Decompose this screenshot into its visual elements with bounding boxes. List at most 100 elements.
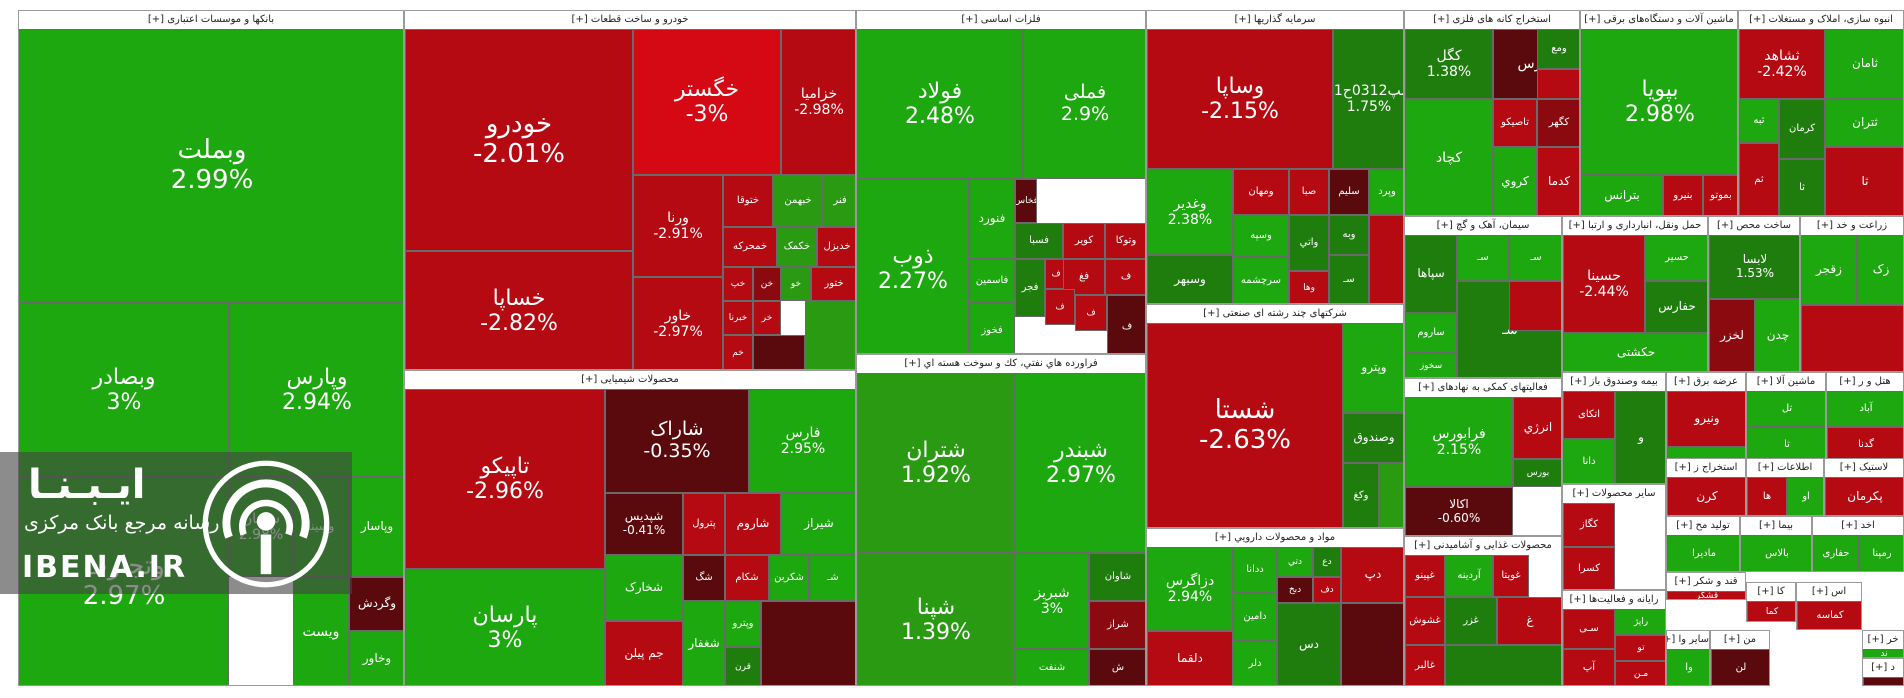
sector-title[interactable]: رایانه و فعالیت‌ها [+] — [1563, 591, 1665, 609]
stock-tile[interactable]: مادیرا — [1667, 535, 1739, 571]
stock-tile[interactable]: خزامیا -2.98% — [781, 29, 855, 175]
stock-tile[interactable]: کماسه — [1797, 601, 1861, 629]
sector-title[interactable]: سیمان، آهک و گچ [+] — [1405, 217, 1561, 235]
stock-tile[interactable]: گدنا — [1827, 427, 1903, 461]
stock-tile[interactable]: سپ0312ح011.75% — [1333, 29, 1403, 169]
stock-tile[interactable]: غویتا — [1493, 555, 1529, 597]
stock-tile[interactable]: پترول — [683, 493, 725, 555]
stock-tile[interactable] — [805, 301, 855, 369]
stock-tile[interactable]: حکشتی — [1563, 333, 1707, 371]
sector-title[interactable]: ماشین آلا [+] — [1747, 373, 1825, 391]
stock-tile[interactable]: فجر — [1015, 259, 1045, 317]
stock-tile[interactable]: ثا — [1779, 159, 1825, 215]
stock-tile[interactable]: وصندوق — [1343, 413, 1403, 463]
sector-title[interactable]: کا [+] — [1747, 583, 1795, 601]
sector-title[interactable]: بیمه وصندوق باز [+] — [1563, 373, 1665, 391]
stock-tile[interactable]: شغفار — [683, 601, 725, 685]
stock-tile[interactable]: وخاور — [349, 631, 403, 685]
stock-tile[interactable]: کدما — [1537, 147, 1579, 215]
stock-tile[interactable]: کروي — [1493, 147, 1537, 215]
stock-tile[interactable]: وبصادر 3% — [19, 303, 229, 477]
sector-title[interactable]: اس [+] — [1797, 583, 1861, 601]
stock-tile[interactable]: حفاری — [1813, 535, 1859, 571]
stock-tile[interactable] — [1379, 463, 1403, 527]
stock-tile[interactable]: صبا — [1289, 169, 1329, 215]
stock-tile[interactable]: بموتو — [1703, 175, 1737, 215]
stock-tile[interactable]: غالبر — [1405, 645, 1445, 685]
stock-tile[interactable]: وها — [1289, 271, 1329, 303]
stock-tile[interactable]: شستا -2.63% — [1147, 323, 1343, 527]
stock-tile[interactable]: کرمان — [1779, 99, 1825, 159]
stock-tile[interactable]: ومع — [1537, 29, 1579, 69]
sector-title[interactable]: هتل و ر [+] — [1827, 373, 1903, 391]
stock-tile[interactable]: لن — [1711, 649, 1769, 685]
stock-tile[interactable]: غپینو — [1405, 555, 1445, 597]
stock-tile[interactable]: شنفت — [1015, 649, 1089, 685]
stock-tile[interactable]: ساروم — [1405, 313, 1457, 353]
stock-tile[interactable]: بورس — [1513, 459, 1561, 487]
stock-tile[interactable]: وسبهر — [1147, 255, 1233, 303]
stock-tile[interactable]: فارس 2.95% — [749, 389, 855, 493]
stock-tile[interactable]: وگردش — [349, 577, 403, 631]
stock-tile[interactable]: دپ — [1341, 547, 1403, 603]
sector-title[interactable]: ماشین آلات و دستگاه‌های برقی [+] — [1581, 11, 1737, 29]
stock-tile[interactable]: خدیزل — [817, 227, 855, 267]
stock-tile[interactable]: مـن — [1615, 661, 1665, 685]
sector-title[interactable]: مواد و محصولات دارويي [+] — [1147, 529, 1403, 547]
stock-tile[interactable]: دزاگرس 2.94% — [1147, 547, 1233, 631]
sector-title[interactable]: محصولات شیمیایی [+] — [405, 371, 855, 389]
stock-tile[interactable]: خر — [753, 301, 781, 335]
stock-tile[interactable]: تاپیکو -2.96% — [405, 389, 605, 569]
stock-tile[interactable]: دلقما — [1147, 631, 1233, 685]
stock-tile[interactable]: تو — [1615, 635, 1665, 661]
stock-tile[interactable]: فولاد 2.48% — [857, 29, 1023, 179]
stock-tile[interactable]: شبندر 2.97% — [1015, 373, 1145, 553]
stock-tile[interactable]: آباد — [1827, 391, 1903, 427]
stock-tile[interactable]: تل — [1747, 391, 1825, 427]
stock-tile[interactable]: ونیرو — [1667, 391, 1745, 447]
sector-title[interactable]: شرکتهای چند رشته ای صنعتی [+] — [1147, 305, 1403, 323]
stock-tile[interactable]: فنورد — [969, 179, 1015, 259]
stock-tile[interactable]: لابسا 1.53% — [1709, 235, 1799, 299]
sector-title[interactable]: فعالیتهای کمکی به نهادهای [+] — [1405, 379, 1561, 397]
sector-title[interactable]: د [+] — [1863, 659, 1903, 677]
stock-tile[interactable]: آردینه — [1445, 555, 1493, 597]
stock-tile[interactable]: سـ — [1329, 255, 1369, 303]
sector-title[interactable]: زراعت و خد [+] — [1801, 217, 1903, 235]
stock-tile[interactable]: پارسان 3% — [405, 569, 605, 685]
stock-tile[interactable]: شکربن — [769, 555, 809, 601]
stock-tile[interactable] — [1369, 215, 1403, 303]
stock-tile[interactable]: وکغ — [1343, 463, 1379, 527]
stock-tile[interactable]: بنیرو — [1663, 175, 1703, 215]
stock-tile[interactable]: حسیر — [1645, 235, 1707, 281]
stock-tile[interactable]: خپ — [723, 267, 753, 301]
sector-title[interactable]: من [+] — [1711, 631, 1769, 649]
stock-tile[interactable]: شاوان — [1089, 553, 1145, 601]
stock-tile[interactable]: شکام — [725, 555, 769, 601]
stock-tile[interactable]: کگل 1.38% — [1405, 29, 1493, 99]
stock-tile[interactable]: سـ — [1509, 235, 1561, 281]
stock-tile[interactable]: شپدیس -0.41% — [605, 493, 683, 555]
stock-tile[interactable]: وپترو — [725, 601, 761, 647]
stock-tile[interactable]: ش — [1089, 649, 1145, 685]
stock-tile[interactable]: شاراک -0.35% — [605, 389, 749, 493]
stock-tile[interactable]: تا — [1747, 427, 1825, 461]
stock-tile[interactable]: ختور — [811, 267, 855, 301]
stock-tile[interactable]: وبملت 2.99% — [19, 29, 403, 303]
stock-tile[interactable] — [753, 335, 805, 369]
stock-tile[interactable]: بالاس — [1741, 535, 1811, 571]
stock-tile[interactable]: دبخ — [1277, 577, 1313, 603]
stock-tile[interactable]: پکرمان — [1825, 477, 1903, 515]
stock-tile[interactable]: دلر — [1233, 641, 1277, 685]
stock-tile[interactable]: حسینا -2.44% — [1563, 235, 1645, 333]
stock-tile[interactable]: سپاها — [1405, 235, 1457, 313]
stock-tile[interactable]: بپویا 2.98% — [1581, 29, 1737, 175]
stock-tile[interactable]: ورنا -2.91% — [633, 175, 723, 277]
stock-tile[interactable]: کگاز — [1563, 503, 1615, 547]
sector-title[interactable]: انبوه سازی، املاک و مستغلات [+] — [1739, 11, 1903, 29]
stock-tile[interactable] — [1537, 69, 1579, 99]
stock-tile[interactable]: راپژ — [1615, 609, 1665, 635]
sector-title[interactable]: خودرو و ساخت قطعات [+] — [405, 11, 855, 29]
stock-tile[interactable]: ف — [1107, 295, 1145, 353]
sector-title[interactable]: قند و شکر [+] — [1667, 573, 1745, 591]
